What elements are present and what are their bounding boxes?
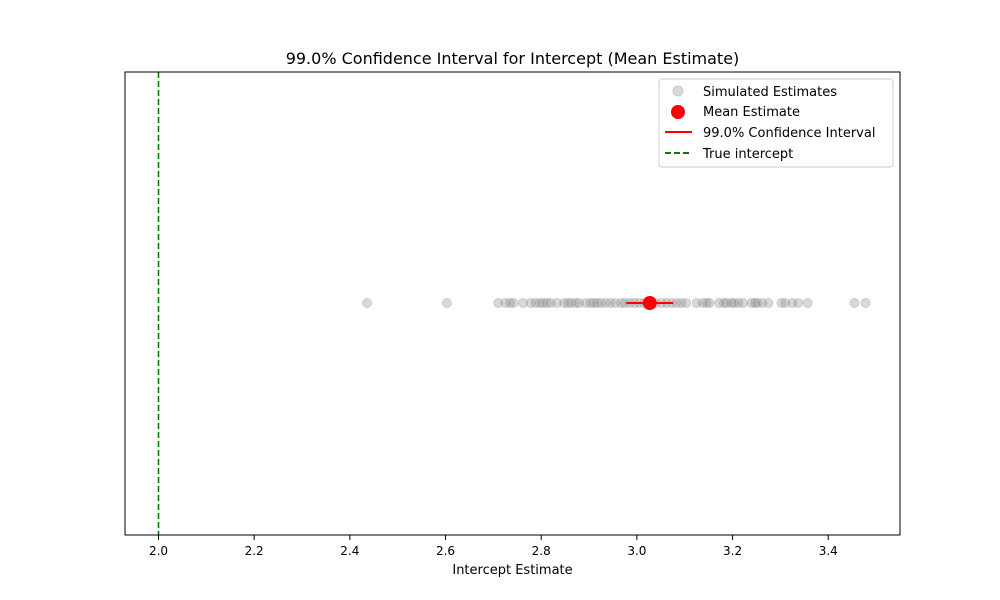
legend-label-simulated-estimates: Simulated Estimates bbox=[703, 85, 837, 100]
x-tick-label: 2.4 bbox=[340, 544, 359, 558]
simulated-estimate-point bbox=[697, 298, 708, 308]
legend-marker-simulated-estimates bbox=[672, 85, 684, 97]
simulated-estimate-point bbox=[728, 298, 739, 308]
simulated-estimate-point bbox=[714, 298, 725, 308]
simulated-estimate-point bbox=[793, 298, 804, 308]
simulated-estimate-point bbox=[726, 298, 737, 308]
simulated-estimate-point bbox=[616, 298, 627, 308]
simulated-estimate-point bbox=[757, 298, 768, 308]
mean-estimate-point bbox=[642, 296, 657, 310]
x-axis: 2.0 2.2 2.4 2.6 2.8 3.0 3.2 3.4 bbox=[149, 535, 838, 558]
simulated-estimate-point bbox=[362, 298, 373, 308]
simulated-estimate-point bbox=[721, 298, 732, 308]
simulated-estimate-point bbox=[596, 298, 607, 308]
simulated-estimate-point bbox=[588, 298, 599, 308]
simulated-estimate-point bbox=[860, 298, 871, 308]
legend-label-mean-estimate: Mean Estimate bbox=[703, 105, 800, 120]
simulated-estimate-point bbox=[701, 298, 712, 308]
simulated-estimate-point bbox=[750, 298, 761, 308]
x-axis-label: Intercept Estimate bbox=[452, 563, 572, 578]
simulated-estimate-point bbox=[545, 298, 556, 308]
simulated-estimate-point bbox=[538, 298, 549, 308]
chart-title: 99.0% Confidence Interval for Intercept … bbox=[286, 49, 740, 68]
simulated-estimate-point bbox=[605, 298, 616, 308]
simulated-estimate-point bbox=[441, 298, 452, 308]
simulated-estimate-point bbox=[718, 298, 729, 308]
simulated-estimate-point bbox=[530, 298, 541, 308]
x-tick-label: 3.2 bbox=[723, 544, 742, 558]
simulated-estimate-point bbox=[746, 298, 757, 308]
simulated-estimate-point bbox=[562, 298, 573, 308]
simulated-estimate-point bbox=[500, 298, 511, 308]
x-tick-label: 2.8 bbox=[532, 544, 551, 558]
legend-marker-mean-estimate bbox=[671, 105, 685, 119]
legend-label-true-intercept: True intercept bbox=[702, 147, 793, 162]
simulated-estimate-point bbox=[763, 298, 774, 308]
simulated-estimate-point bbox=[676, 298, 687, 308]
simulated-estimate-point bbox=[780, 298, 791, 308]
legend-label-confidence-interval: 99.0% Confidence Interval bbox=[703, 126, 875, 141]
simulated-estimate-point bbox=[580, 298, 591, 308]
simulated-estimate-point bbox=[849, 298, 860, 308]
simulated-estimate-point bbox=[525, 298, 536, 308]
simulated-estimate-point bbox=[704, 298, 715, 308]
simulated-estimate-point bbox=[733, 298, 744, 308]
simulated-estimate-point bbox=[551, 298, 562, 308]
simulated-estimate-point bbox=[600, 298, 611, 308]
simulated-estimate-point bbox=[592, 298, 603, 308]
x-tick-label: 2.6 bbox=[436, 544, 455, 558]
legend: Simulated Estimates Mean Estimate 99.0% … bbox=[658, 78, 894, 168]
simulated-estimate-point bbox=[776, 298, 787, 308]
simulated-estimate-point bbox=[559, 298, 570, 308]
simulated-estimate-point bbox=[570, 298, 581, 308]
plot-frame bbox=[124, 71, 901, 536]
plot-area bbox=[157, 72, 871, 535]
simulated-estimate-point bbox=[787, 298, 798, 308]
simulated-estimate-point bbox=[691, 298, 702, 308]
legend-frame bbox=[658, 78, 894, 168]
simulated-estimate-point bbox=[505, 298, 516, 308]
simulated-estimate-point bbox=[738, 298, 749, 308]
simulated-estimate-point bbox=[573, 298, 584, 308]
simulated-estimate-point bbox=[534, 298, 545, 308]
simulated-estimate-point bbox=[752, 298, 763, 308]
simulated-estimate-point bbox=[610, 298, 621, 308]
x-tick-label: 2.2 bbox=[245, 544, 264, 558]
x-tick-label: 3.4 bbox=[819, 544, 838, 558]
simulated-estimate-point bbox=[802, 298, 813, 308]
x-tick-label: 3.0 bbox=[627, 544, 646, 558]
simulated-estimate-point bbox=[681, 298, 692, 308]
simulated-estimate-point bbox=[493, 298, 504, 308]
simulated-estimate-point bbox=[508, 298, 519, 308]
x-tick-label: 2.0 bbox=[149, 544, 168, 558]
simulated-estimate-point bbox=[518, 298, 529, 308]
simulated-estimate-point bbox=[566, 298, 577, 308]
simulated-estimate-point bbox=[541, 298, 552, 308]
simulated-estimate-point bbox=[585, 298, 596, 308]
